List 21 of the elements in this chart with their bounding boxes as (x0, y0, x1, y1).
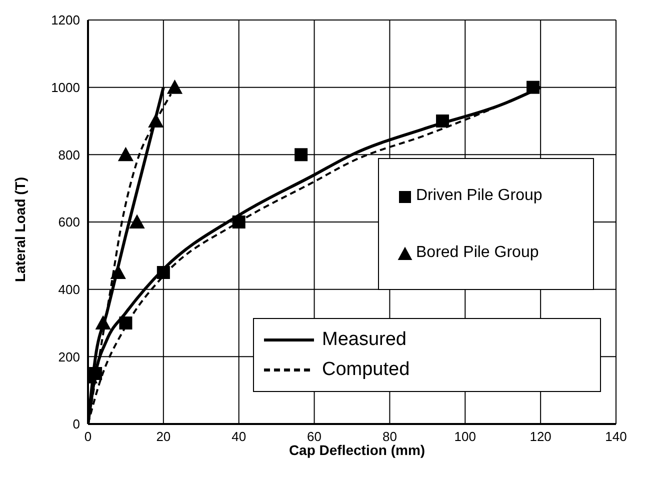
y-axis-title: Lateral Load (T) (12, 176, 28, 282)
x-tick-label: 120 (530, 429, 552, 444)
legend-label: Bored Pile Group (416, 244, 539, 262)
x-tick-label: 80 (382, 429, 397, 444)
y-tick-label: 400 (58, 282, 80, 297)
legend-label: Driven Pile Group (416, 186, 542, 204)
y-tick-label: 800 (58, 147, 80, 162)
legend-label: Computed (322, 358, 410, 382)
legend-label: Measured (322, 328, 406, 352)
x-tick-label: 20 (156, 429, 171, 444)
x-tick-label: 100 (454, 429, 476, 444)
x-tick-label: 40 (232, 429, 246, 444)
x-tick-label: 0 (84, 429, 92, 444)
y-tick-label: 1000 (51, 80, 80, 95)
y-tick-label: 1200 (51, 12, 80, 28)
x-axis-title: Cap Deflection (mm) (288, 442, 426, 458)
y-tick-label: 600 (58, 214, 80, 230)
x-tick-label: 140 (605, 429, 627, 444)
y-tick-label: 0 (72, 416, 80, 432)
y-tick-label: 200 (58, 349, 80, 364)
x-tick-label: 60 (307, 429, 322, 444)
